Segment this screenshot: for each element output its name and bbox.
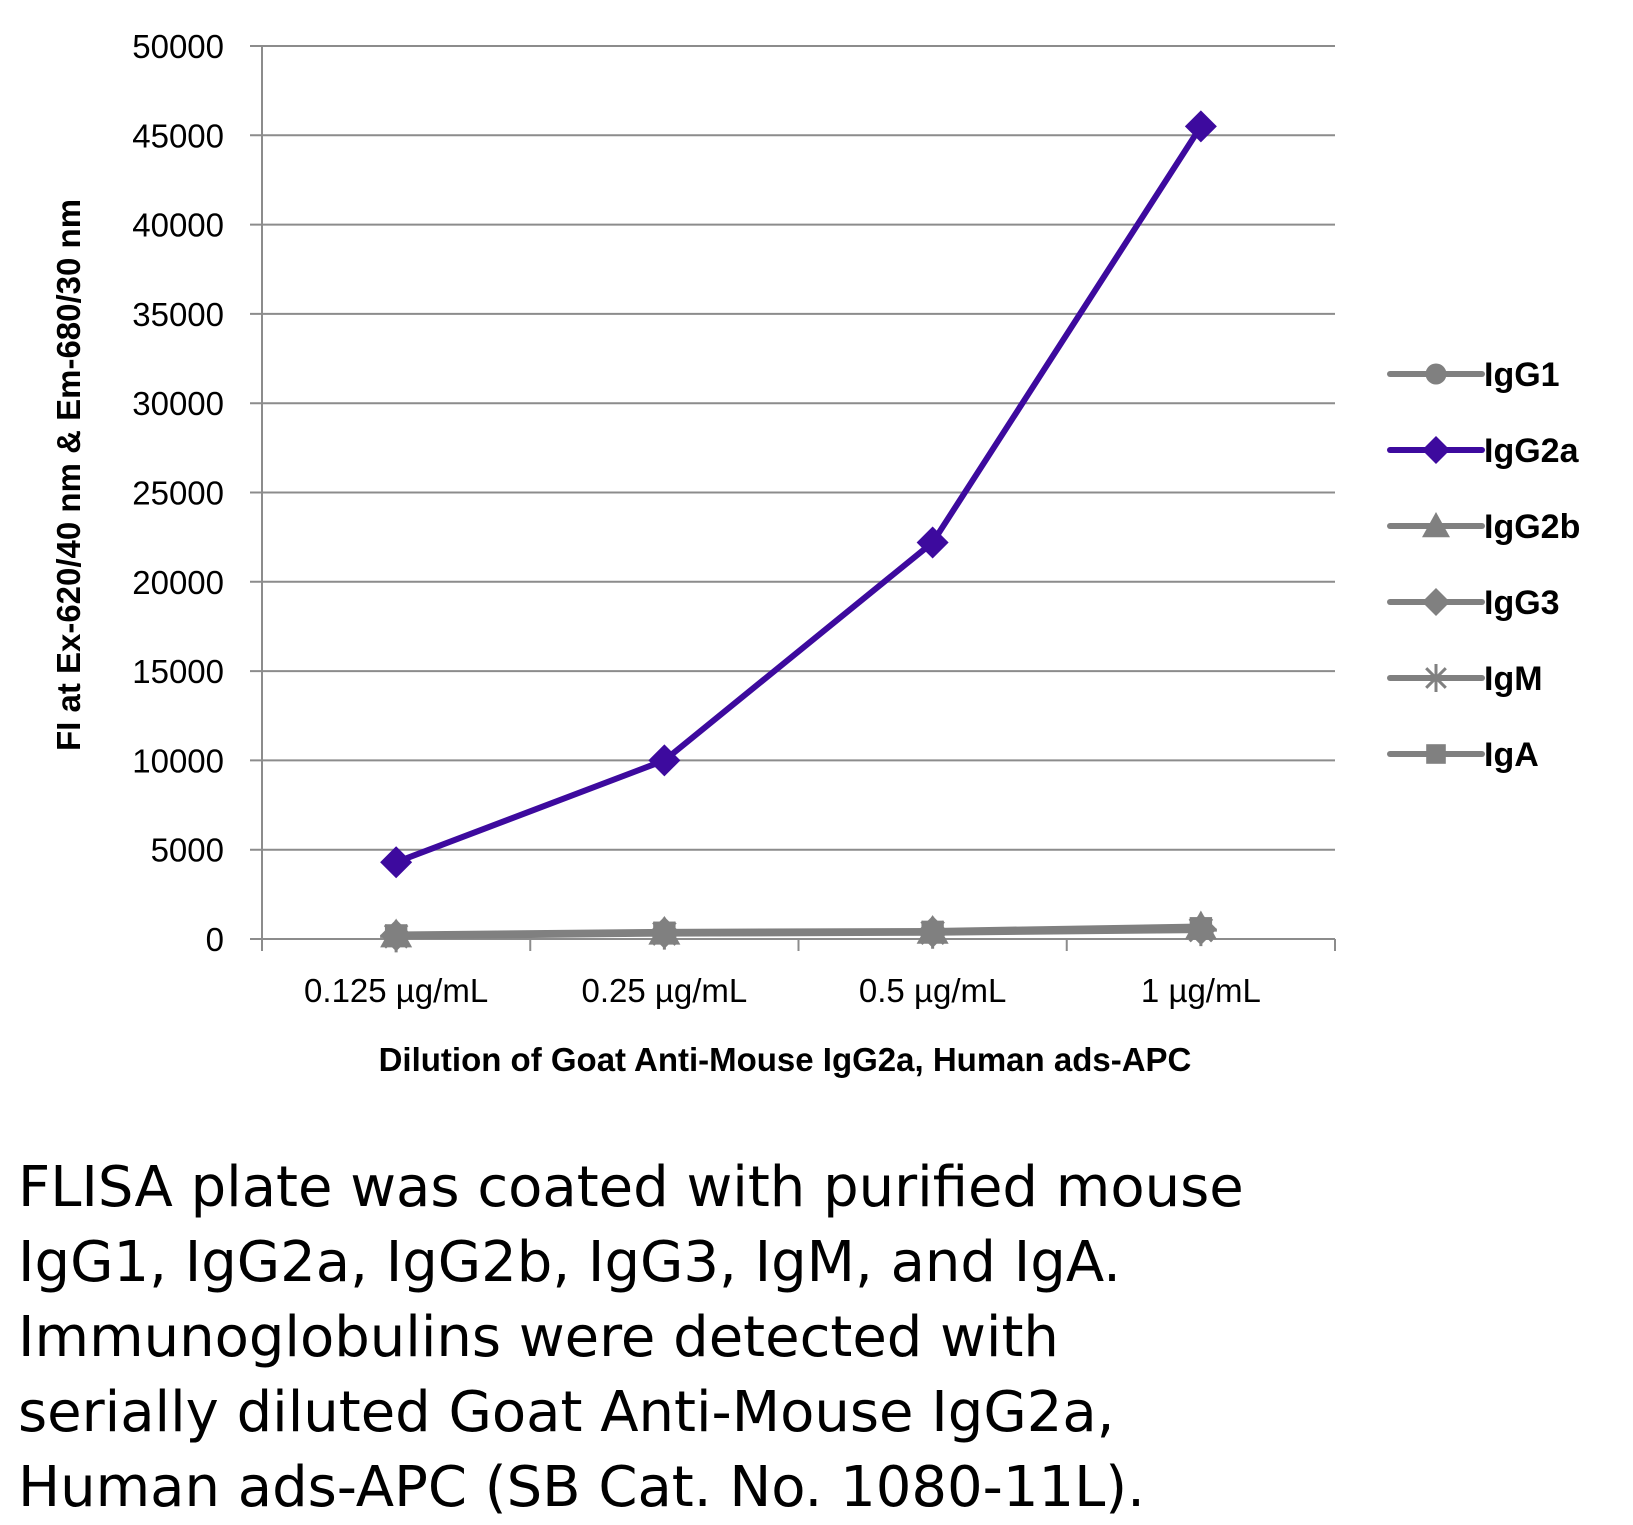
x-axis-label: Dilution of Goat Anti-Mouse IgG2a, Human…	[379, 1041, 1192, 1078]
legend-marker	[1422, 664, 1450, 692]
legend-label: IgM	[1484, 660, 1543, 698]
legend-marker	[1422, 512, 1450, 538]
legend-item-IgM: IgM	[1387, 660, 1543, 698]
data-point-IgG2a	[380, 846, 413, 879]
x-tick-label: 0.125 µg/mL	[304, 972, 488, 1009]
series-IgA	[384, 917, 1213, 947]
chart: 5000045000400003500030000250002000015000…	[50, 28, 1580, 1078]
y-tick-label: 30000	[132, 385, 224, 422]
y-tick-label: 25000	[132, 475, 224, 512]
legend-marker	[1422, 588, 1450, 616]
legend-label: IgG2b	[1484, 508, 1580, 546]
x-tick-label: 0.5 µg/mL	[859, 972, 1006, 1009]
caption-line: serially diluted Goat Anti-Mouse IgG2a,	[18, 1380, 1115, 1445]
x-tick-label: 1 µg/mL	[1141, 972, 1261, 1009]
series-line-IgG2a	[393, 123, 1204, 866]
series-line-IgA	[393, 925, 1204, 939]
data-point-IgA	[1189, 917, 1213, 940]
legend-marker	[1426, 744, 1446, 764]
data-point-IgA	[921, 920, 944, 944]
data-point-IgA	[653, 921, 676, 944]
legend-label: IgA	[1484, 736, 1539, 774]
caption-line: IgG1, IgG2a, IgG2b, IgG3, IgM, and IgA.	[18, 1230, 1121, 1295]
y-tick-label: 15000	[132, 653, 224, 690]
legend-label: IgG1	[1484, 356, 1560, 394]
caption-line: Immunoglobulins were detected with	[18, 1305, 1059, 1370]
data-point-IgA	[384, 924, 408, 947]
y-tick-label: 20000	[132, 564, 224, 601]
y-axis-label: FI at Ex-620/40 nm & Em-680/30 nm	[50, 199, 87, 751]
legend-item-IgG2b: IgG2b	[1387, 508, 1580, 546]
y-tick-label: 5000	[151, 832, 224, 869]
y-tick-label: 45000	[132, 117, 224, 154]
legend-item-IgG1: IgG1	[1387, 356, 1560, 394]
caption-line: FLISA plate was coated with purified mou…	[18, 1155, 1244, 1220]
x-tick-label: 0.25 µg/mL	[581, 972, 747, 1009]
legend-item-IgG3: IgG3	[1387, 584, 1560, 622]
data-point-IgG2a	[916, 526, 949, 559]
legend: IgG1 IgG2a IgG2b IgG3 IgM IgA	[1387, 356, 1580, 774]
y-tick-label: 50000	[132, 28, 224, 65]
y-tick-label: 0	[206, 921, 224, 958]
y-tick-label: 40000	[132, 207, 224, 244]
axes: 5000045000400003500030000250002000015000…	[132, 28, 1336, 1009]
legend-item-IgG2a: IgG2a	[1387, 432, 1580, 470]
legend-item-IgA: IgA	[1387, 736, 1539, 774]
legend-label: IgG3	[1484, 584, 1560, 622]
legend-marker	[1425, 363, 1447, 385]
y-tick-label: 35000	[132, 296, 224, 333]
data-point-IgG2a	[648, 744, 681, 777]
series-layer	[380, 110, 1217, 953]
grid	[250, 45, 1335, 940]
legend-label: IgG2a	[1484, 432, 1580, 470]
series-IgG2a	[380, 110, 1217, 879]
caption-line: Human ads-APC (SB Cat. No. 1080-11L).	[18, 1455, 1145, 1520]
data-point-IgG2a	[1184, 110, 1217, 143]
legend-marker	[1422, 436, 1450, 464]
caption: FLISA plate was coated with purified mou…	[18, 1150, 1518, 1525]
y-tick-label: 10000	[132, 742, 224, 779]
